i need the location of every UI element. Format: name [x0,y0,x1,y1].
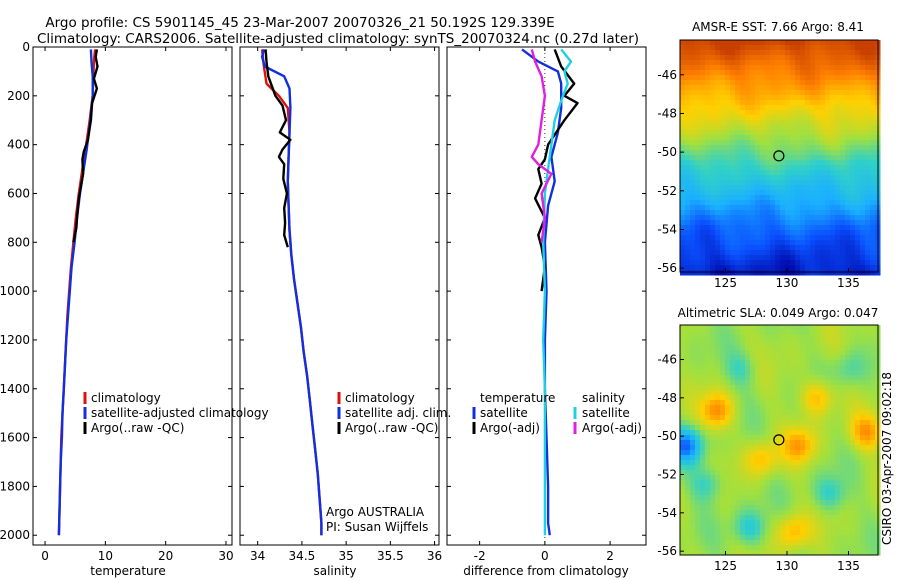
salinity-legend: climatology satellite adj. clim. Argo(..… [326,391,451,534]
sst-map: 125 130 135 -46 -48 -50 -52 -54 -56 [657,39,881,290]
y-tick-label: -50 [657,429,677,443]
figure-title-line2: Climatology: CARS2006. Satellite-adjuste… [37,31,639,47]
difference-legend: temperature satellite Argo(-adj) salinit… [472,391,642,435]
salinity-panel: 34 34.5 35 35.5 36 [239,46,442,563]
sst-map-title: AMSR-E SST: 7.66 Argo: 8.41 [692,20,864,34]
x-tick-label: 10 [98,549,113,563]
temperature-xlabel: temperature [90,564,165,578]
legend-label-argo: Argo(..raw -QC) [345,421,438,435]
legend-title-salinity: salinity [582,391,625,405]
y-tick-label: 200 [7,89,30,103]
x-tick-label: 34.5 [289,549,316,563]
legend-label-salinity-argo: Argo(-adj) [582,421,642,435]
y-tick-label: 1000 [0,284,30,298]
series-line-argo-raw-qc [264,49,292,248]
x-tick-label: 34 [250,549,265,563]
x-tick-label: 0 [41,549,49,563]
argo-location-marker [773,434,785,446]
x-tick-label: 35.5 [377,549,404,563]
legend-label-argo: Argo(..raw -QC) [91,421,184,435]
legend-label-satellite: satellite adj. clim. [345,406,451,420]
legend-label-climatology: climatology [91,391,161,405]
y-tick-label: -54 [657,506,677,520]
series-line-temperature-satellite [521,48,563,536]
map-frame [679,39,879,273]
y-tick-label: -48 [657,391,677,405]
legend-label-climatology: climatology [345,391,415,405]
x-tick-label: 125 [714,559,737,573]
series-line-salinity-argo-adj [530,49,553,243]
y-tick-label: 800 [7,235,30,249]
x-tick-label: 0 [541,549,549,563]
y-tick-label: 2000 [0,528,30,542]
y-tick-label: 600 [7,186,30,200]
temperature-panel: 0 10 20 30 0 200 400 600 800 1000 1200 1400 1600 1800… [0,40,234,563]
y-tick-label: -52 [657,184,677,198]
series-line-satellite-adj-clim [260,49,323,536]
y-tick-label: -48 [657,106,677,120]
salinity-annotation-line1: Argo AUSTRALIA [326,505,425,519]
plot-frame [446,46,647,546]
series-line-satellite-adjusted-climatology [57,49,94,536]
x-tick-label: 36 [427,549,442,563]
x-tick-label: 35 [338,549,353,563]
x-tick-label: 125 [714,276,737,290]
x-tick-label: 130 [776,276,799,290]
y-tick-label: 400 [7,138,30,152]
legend-label-temperature-argo: Argo(-adj) [480,421,540,435]
y-tick-label: 1800 [0,479,30,493]
x-tick-label: -2 [474,549,486,563]
series-line-temperature-argo-adj [533,48,579,292]
salinity-annotation-line2: PI: Susan Wijffels [326,520,428,534]
x-tick-label: 135 [837,276,860,290]
legend-label-temperature-satellite: satellite [480,406,528,420]
map-frame [679,324,879,556]
y-tick-label: -56 [657,544,677,558]
x-tick-label: 20 [158,549,173,563]
legend-label-salinity-satellite: satellite [582,406,630,420]
watermark: CSIRO 03-Apr-2007 09:02:18 [880,372,894,545]
x-tick-label: 2 [606,549,614,563]
y-tick-label: 1200 [0,333,30,347]
legend-label-satellite: satellite-adjusted climatology [91,406,269,420]
y-tick-label: 1600 [0,431,30,445]
plot-frame [239,46,440,546]
x-tick-label: 30 [218,549,233,563]
sla-map: 125 130 135 -46 -48 -50 -52 -54 -56 [657,324,881,573]
y-tick-label: -46 [657,68,677,82]
figure-title-line1: Argo profile: CS 5901145_45 23-Mar-2007 … [45,15,554,31]
y-tick-label: -54 [657,222,677,236]
legend-title-temperature: temperature [480,391,555,405]
sla-map-title: Altimetric SLA: 0.049 Argo: 0.047 [678,306,879,320]
difference-xlabel: difference from climatology [463,564,629,578]
x-tick-label: 135 [837,559,860,573]
temperature-legend: climatology satellite-adjusted climatolo… [83,391,269,435]
y-tick-label: 1400 [0,382,30,396]
plot-frame [32,46,233,546]
difference-panel: -2 0 2 [446,46,647,563]
y-tick-label: 0 [22,40,30,54]
salinity-xlabel: salinity [313,564,356,578]
map-cells [680,40,881,276]
y-tick-label: -46 [657,353,677,367]
argo-location-marker [773,150,785,162]
x-tick-label: 130 [776,559,799,573]
y-tick-label: -52 [657,468,677,482]
series-line-argo-raw-qc [72,49,99,243]
y-tick-label: -50 [657,145,677,159]
map-cells [680,325,881,556]
series-line-climatology [260,49,323,536]
y-tick-label: -56 [657,261,677,275]
